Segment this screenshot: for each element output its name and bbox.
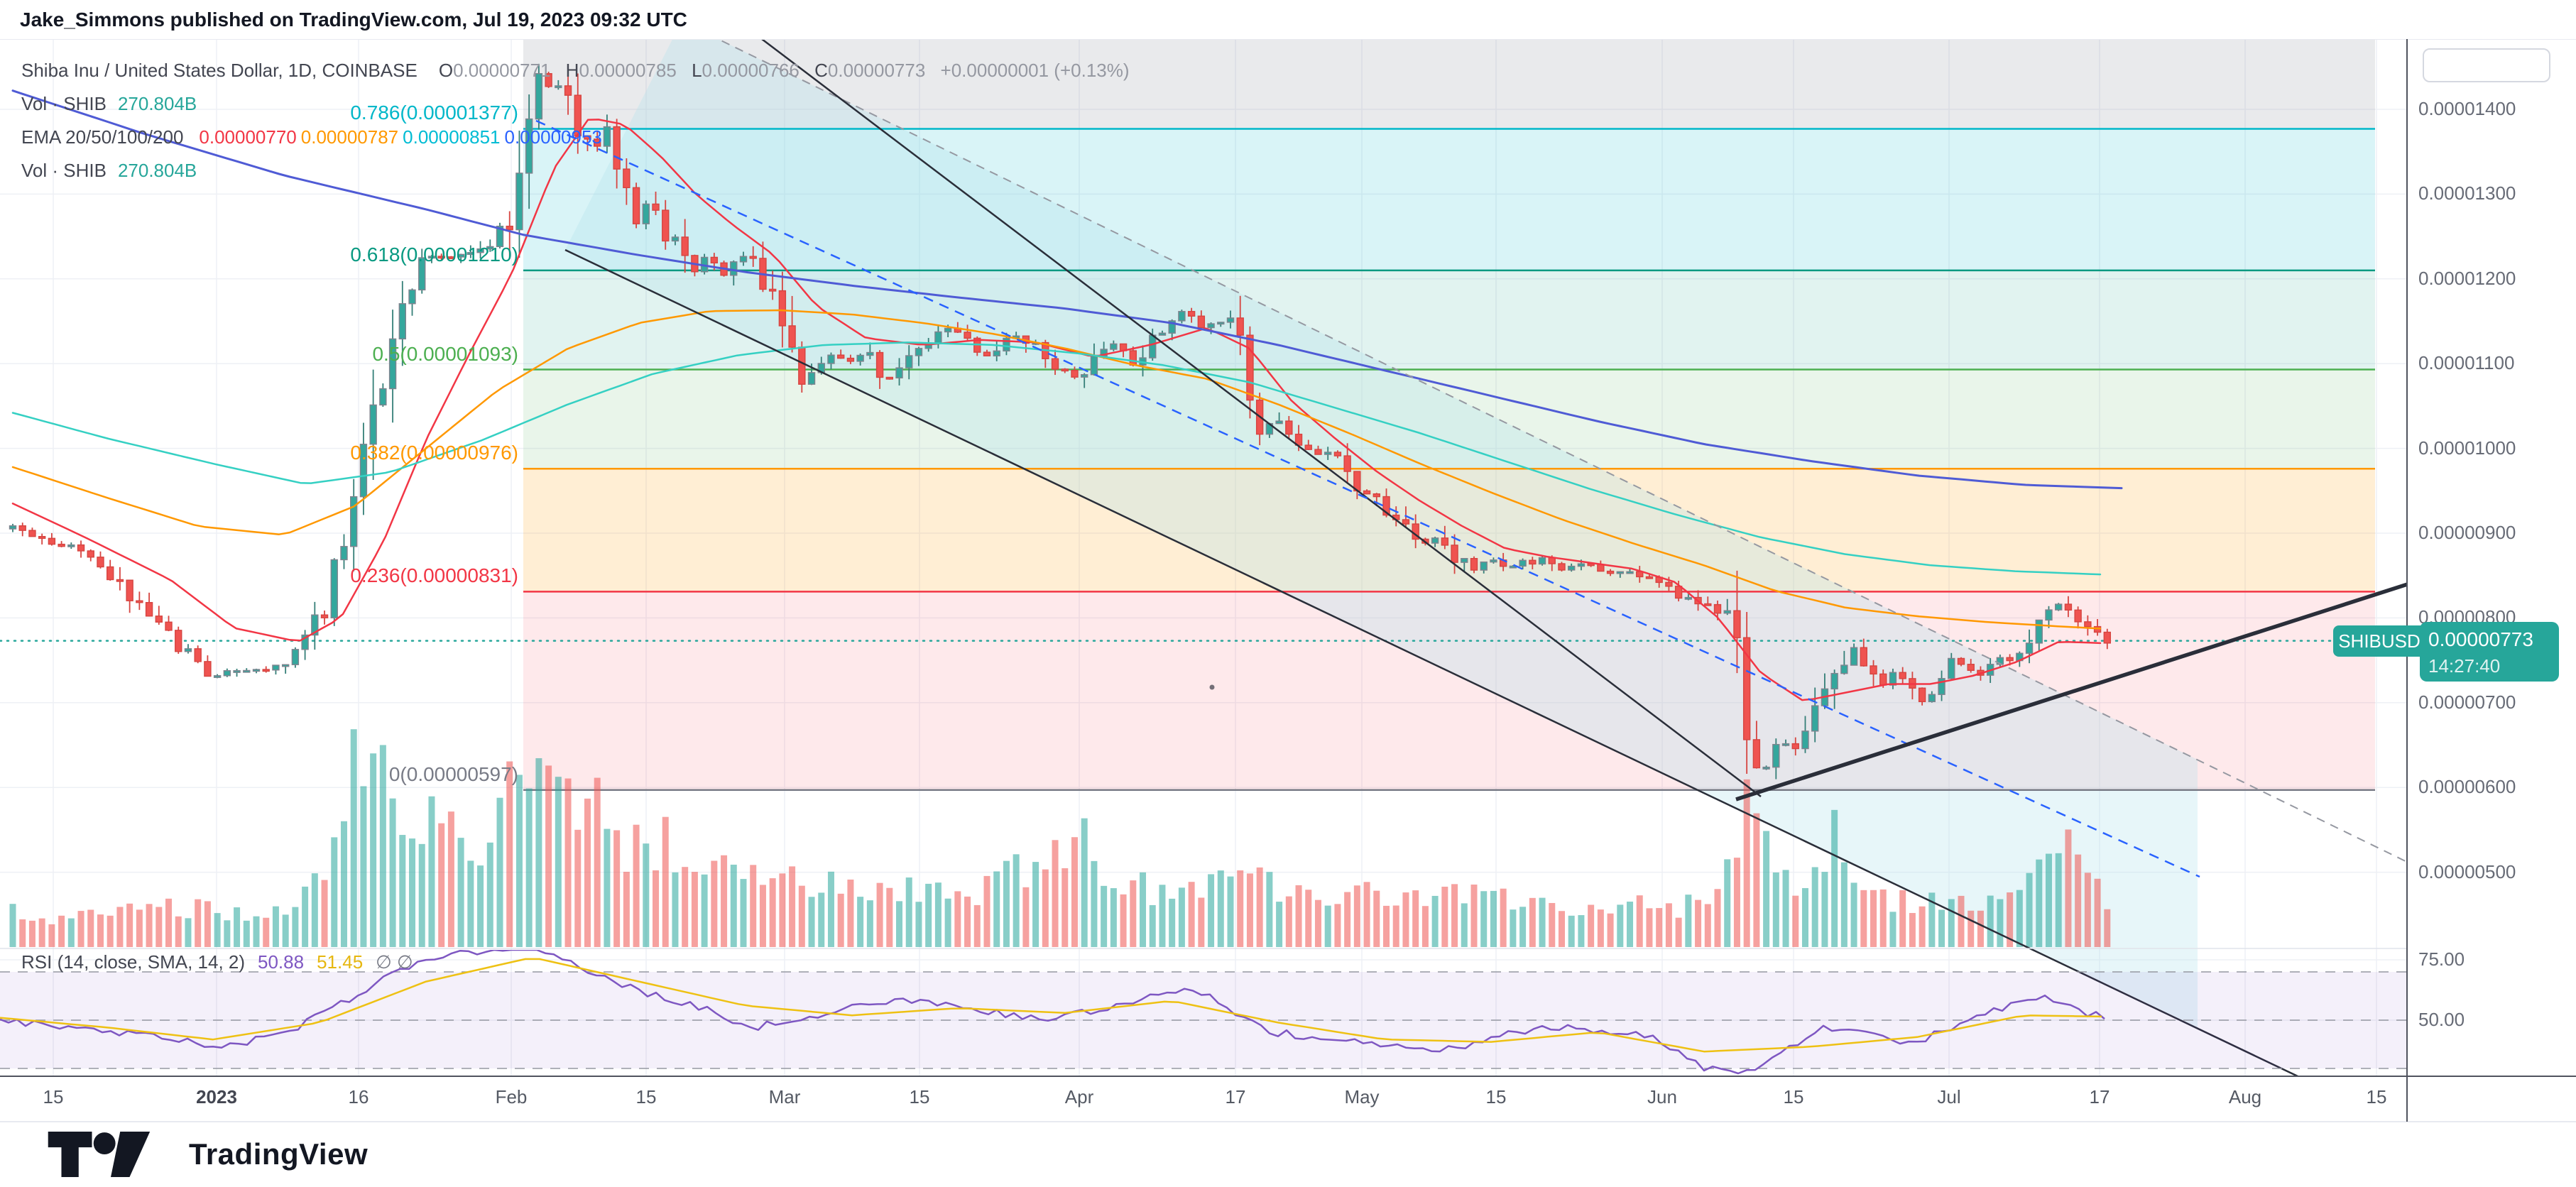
symbol-price-label: SHIBUSD <box>2333 625 2425 657</box>
time-axis-label: 15 <box>1783 1086 1804 1107</box>
fib-level-label: 0.618(0.00001210) <box>350 243 518 266</box>
price-axis-label: 0.00001000 <box>2418 437 2516 459</box>
time-axis-label: Aug <box>2228 1086 2262 1107</box>
fibonacci-bands <box>523 40 2375 790</box>
ema-lines <box>11 89 2123 701</box>
candlesticks <box>9 63 2112 780</box>
ema-indicator-label: EMA 20/50/100/200 <box>21 126 184 148</box>
volume-indicator-label: Vol · SHIB <box>21 93 107 114</box>
last-price-badge: 0.00000773 14:27:40 <box>2420 622 2559 682</box>
symbol-price-label-text: SHIBUSD <box>2338 630 2421 652</box>
time-axis-label: 2023 <box>196 1086 237 1107</box>
rsi-indicator-label: RSI (14, close, SMA, 14, 2) <box>21 951 246 973</box>
fib-level-label: 0.236(0.00000831) <box>350 564 518 587</box>
price-axis-label: 0.00001400 <box>2418 98 2516 119</box>
rsi-pane <box>0 950 2407 1075</box>
rsi-axis-label: 75.00 <box>2418 948 2465 970</box>
footer: TradingView <box>47 1132 368 1177</box>
fib-level-label: 0.5(0.00001093) <box>372 342 518 365</box>
rsi-axis-label: 50.00 <box>2418 1009 2465 1030</box>
ema-value: 0.00000787 <box>300 126 399 148</box>
ema-value: 0.00000953 <box>504 126 602 148</box>
low-label: L <box>692 60 702 81</box>
time-axis-label: 15 <box>2366 1086 2387 1107</box>
ohlc-values: O0.00000771 H0.00000785 L0.00000766 C0.0… <box>429 60 1130 82</box>
symbol-title[interactable]: Shiba Inu / United States Dollar, 1D, CO… <box>21 60 417 81</box>
time-axis-label: 15 <box>635 1086 657 1107</box>
channel-upper-solid <box>761 40 1762 797</box>
price-axis-label: 0.00000900 <box>2418 522 2516 543</box>
price-axis-label: 0.00000600 <box>2418 776 2516 798</box>
high-label: H <box>565 60 579 81</box>
time-axis-label: 16 <box>348 1086 369 1107</box>
price-axis-source-box[interactable] <box>2423 48 2550 82</box>
last-price-value: 0.00000773 <box>2428 628 2533 650</box>
time-axis-label: 17 <box>1225 1086 1246 1107</box>
header-bar: Jake_Simmons published on TradingView.co… <box>0 0 2576 39</box>
ema-value: 0.00000770 <box>199 126 297 148</box>
chart-dot-marker <box>1209 684 1215 690</box>
high-value: 0.00000785 <box>579 60 677 81</box>
ema50-line <box>11 309 2102 630</box>
fib-level-label: 0(0.00000597) <box>388 762 518 785</box>
bar-close-countdown: 14:27:40 <box>2428 655 2501 677</box>
time-axis-label: Feb <box>495 1086 528 1107</box>
time-axis-label: Mar <box>768 1086 801 1107</box>
rsi-line <box>0 950 2105 1075</box>
time-axis-label: 15 <box>1485 1086 1507 1107</box>
tradingview-logo-icon[interactable] <box>47 1132 175 1177</box>
low-value: 0.00000766 <box>702 60 799 81</box>
change-value: +0.00000001 (+0.13%) <box>940 60 1130 81</box>
channel-lower-solid <box>564 248 2298 1076</box>
legend-volume-row-top[interactable]: Vol · SHIB 270.804B <box>21 87 1130 121</box>
price-axis-label: 0.00000500 <box>2418 860 2516 882</box>
volume-value: 270.804B <box>117 160 197 181</box>
rsi-legend-row[interactable]: RSI (14, close, SMA, 14, 2) 50.88 51.45 … <box>21 951 413 973</box>
fib-level-label: 0.786(0.00001377) <box>350 102 518 124</box>
attribution-text: Jake_Simmons published on TradingView.co… <box>20 9 687 31</box>
close-label: C <box>814 60 828 81</box>
fibonacci-level-lines[interactable] <box>523 128 2375 792</box>
legend-title-row[interactable]: Shiba Inu / United States Dollar, 1D, CO… <box>21 54 1130 87</box>
price-axis-label: 0.00001200 <box>2418 267 2516 289</box>
time-axis-label: 15 <box>43 1086 64 1107</box>
volume-bars <box>9 729 2111 947</box>
tradingview-wordmark[interactable]: TradingView <box>189 1137 369 1171</box>
fib-level-label: 0.382(0.00000976) <box>350 442 518 464</box>
time-axis-label: Jun <box>1647 1086 1677 1107</box>
channel-upper-dashed <box>718 40 2406 863</box>
rsi-sma-value: 51.45 <box>317 951 364 973</box>
ema-value: 0.00000851 <box>403 126 501 148</box>
support-trendline-thick <box>1735 582 2406 802</box>
ema200-line <box>11 89 2123 490</box>
close-value: 0.00000773 <box>827 60 926 81</box>
time-axis-label: Jul <box>1937 1086 1961 1107</box>
chart-legend: Shiba Inu / United States Dollar, 1D, CO… <box>21 54 1130 187</box>
ema100-line <box>11 341 2102 576</box>
time-axis-label: May <box>1344 1086 1380 1107</box>
legend-ema-row[interactable]: EMA 20/50/100/200 0.00000770 0.00000787 0.… <box>21 121 1130 154</box>
open-value: 0.00000771 <box>453 60 551 81</box>
ema-values: 0.00000770 0.00000787 0.00000851 0.00000953 <box>195 126 602 148</box>
price-axis-label: 0.00001100 <box>2418 352 2515 374</box>
rsi-hidden-series-icons: ∅ ∅ <box>376 951 413 973</box>
price-axis-label: 0.00001300 <box>2418 182 2516 204</box>
volume-indicator-label: Vol · SHIB <box>21 160 107 181</box>
price-axis-label: 0.00000700 <box>2418 691 2516 713</box>
trendline-drawings[interactable] <box>535 21 2496 1083</box>
time-axis-label: 15 <box>909 1086 930 1107</box>
rsi-value: 50.88 <box>258 951 305 973</box>
time-axis-label: 17 <box>2089 1086 2110 1107</box>
time-axis-label: Apr <box>1064 1086 1094 1107</box>
rsi-sma-line <box>0 958 2102 1053</box>
open-label: O <box>438 60 454 81</box>
channel-mid-dashed-blue <box>535 119 2200 878</box>
volume-value: 270.804B <box>117 93 197 114</box>
legend-volume-row-bottom[interactable]: Vol · SHIB 270.804B <box>21 154 1130 187</box>
